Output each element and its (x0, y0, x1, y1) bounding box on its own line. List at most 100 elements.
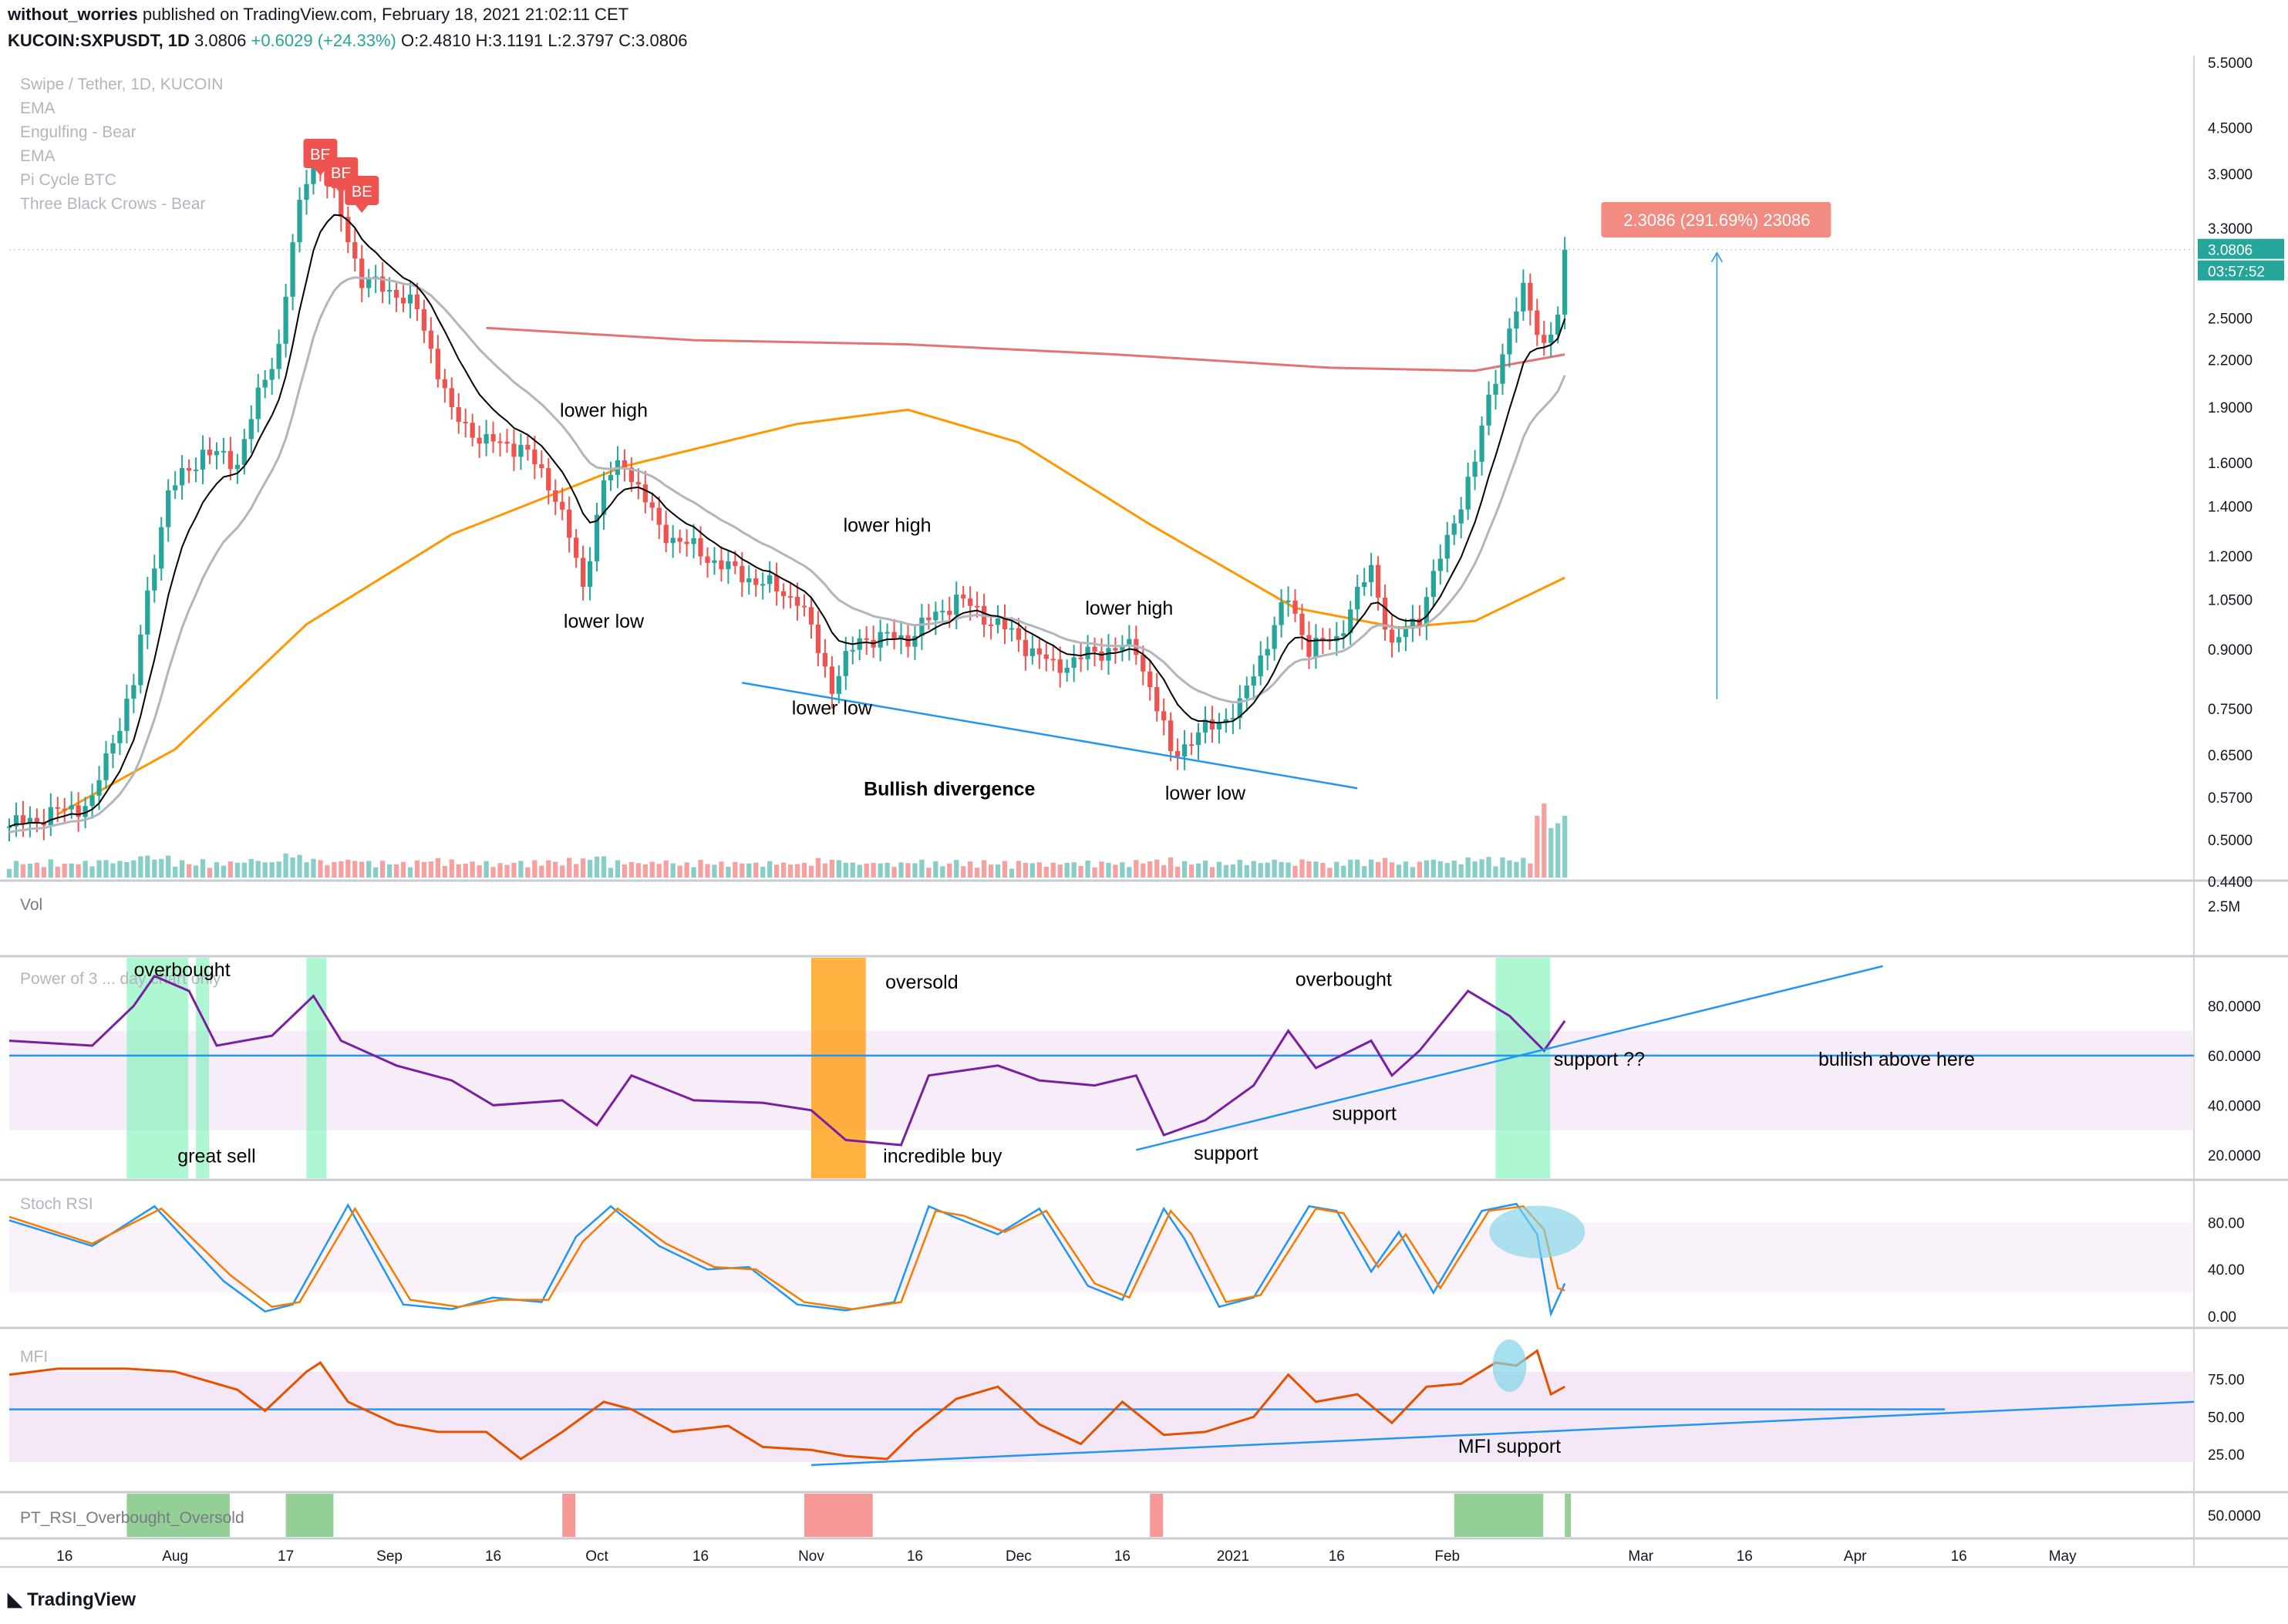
measure-label-box (1601, 202, 1831, 238)
volume-bar (898, 862, 904, 878)
candle-body (477, 437, 482, 444)
candle-body (525, 444, 531, 450)
candle-body (89, 795, 95, 807)
candle-body (933, 612, 938, 621)
stoch-k-line (8, 1202, 1566, 1317)
volume-bar (1320, 863, 1326, 878)
candle-body (1382, 598, 1388, 630)
open: O:2.4810 (400, 31, 471, 50)
candle-body (1195, 732, 1201, 746)
pt-rsi-block-4 (1150, 1494, 1164, 1537)
price-annotation-2: lower high (844, 515, 932, 537)
candle-body (62, 808, 67, 810)
candle-body (1396, 637, 1402, 643)
candle-body (1362, 582, 1367, 588)
price-tick-6: 1.9000 (2208, 400, 2253, 416)
rsi-annotation-5: support (1194, 1143, 1258, 1164)
candle-body (248, 419, 254, 440)
volume-bar (48, 859, 53, 878)
volume-bar (1535, 816, 1540, 878)
time-tick-8: 16 (907, 1548, 923, 1565)
candle-body (912, 635, 918, 647)
candle-body (919, 617, 925, 636)
candle-body (1113, 648, 1118, 651)
time-tick-6: 16 (692, 1548, 709, 1565)
rsi-line (8, 974, 1566, 1147)
legend-item-2: Engulfing - Bear (20, 123, 136, 141)
legend-item-1: EMA (20, 99, 56, 117)
candle-body (241, 439, 247, 465)
candle-body (6, 826, 12, 828)
volume-bar (173, 866, 178, 878)
candle-body (663, 524, 669, 544)
candle-body (27, 817, 33, 824)
pt-axis-label: 50.0000 (2208, 1508, 2261, 1525)
volume-bar (843, 862, 848, 878)
candle-body (587, 561, 593, 587)
volume-bar (1141, 863, 1146, 878)
ema-mid-line (8, 276, 1566, 834)
mfi-tick-2: 25.00 (2208, 1447, 2245, 1464)
candle-body (1244, 686, 1249, 699)
volume-bar (1396, 864, 1402, 878)
volume-bar (1341, 865, 1346, 878)
pt-rsi-block-1 (285, 1494, 334, 1537)
volume-bar (567, 857, 572, 878)
volume-bar (1458, 864, 1464, 878)
candle-body (829, 666, 834, 694)
candle-body (1071, 657, 1077, 668)
volume-bar (497, 863, 503, 878)
candle-body (428, 330, 434, 349)
volume-bar (1202, 861, 1208, 878)
candle-body (926, 617, 932, 621)
candle-body (407, 294, 413, 304)
volume-bar (20, 864, 26, 878)
stoch-tick-2: 0.00 (2208, 1309, 2236, 1326)
candle-body (227, 450, 234, 470)
volume-bar (1043, 867, 1049, 878)
rsi-tick-3: 20.0000 (2208, 1148, 2261, 1164)
price-tick-12: 0.7500 (2208, 702, 2253, 718)
candle-body (1514, 311, 1519, 329)
volume-bar (304, 862, 309, 878)
candle-body (594, 514, 600, 561)
volume-bar (642, 864, 648, 878)
volume-bar (297, 854, 302, 878)
volume-bar (421, 861, 427, 878)
candle-body (546, 468, 551, 491)
pattern-marker-2[interactable] (345, 176, 379, 205)
candle-body (677, 537, 682, 542)
candle-body (740, 565, 745, 583)
volume-bar (428, 861, 434, 878)
rsi-annotation-6: support (1332, 1103, 1396, 1125)
candle-body (186, 467, 192, 471)
tradingview-logo[interactable]: ◣ TradingView (8, 1589, 136, 1611)
publisher-name[interactable]: without_worries (8, 5, 138, 24)
volume-bar (1147, 861, 1153, 878)
rsi-annotation-1: great sell (177, 1145, 255, 1167)
volume-bar (850, 862, 855, 878)
price-tick-5: 2.2000 (2208, 352, 2253, 369)
candle-body (48, 807, 53, 826)
volume-bar (1362, 866, 1367, 878)
candle-body (968, 598, 973, 606)
volume-bar (1071, 862, 1077, 878)
rsi-tick-0: 80.0000 (2208, 999, 2261, 1015)
rsi-highlight-4 (1495, 958, 1551, 1178)
volume-bar (1050, 862, 1056, 878)
candle-body (746, 578, 752, 583)
volume-bar (152, 859, 157, 878)
symbol: KUCOIN:SXPUSDT, 1D (8, 31, 190, 50)
volume-bar (574, 864, 579, 878)
volume-bar (1036, 862, 1042, 878)
measure-arrow-head (1710, 251, 1724, 263)
candle-body (1016, 628, 1022, 640)
volume-bar (1078, 865, 1083, 878)
candle-body (843, 651, 848, 676)
candle-body (193, 469, 199, 471)
time-tick-14: Mar (1628, 1548, 1653, 1565)
volume-bar (1403, 861, 1409, 878)
legend-item-3: EMA (20, 147, 56, 165)
candle-body (1458, 509, 1464, 524)
